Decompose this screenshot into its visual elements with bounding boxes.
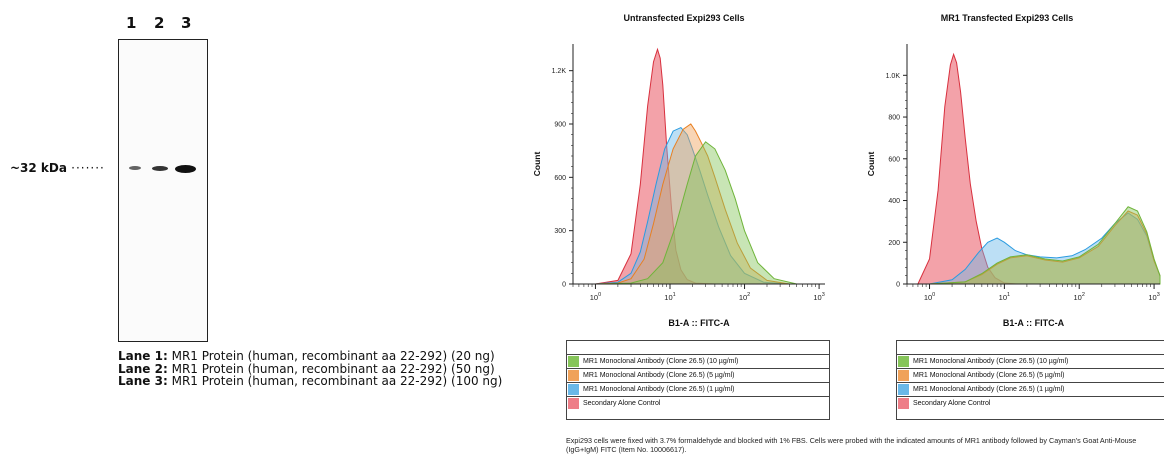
y-tick-label: 800 xyxy=(888,115,900,122)
x-tick-exponent: 3 xyxy=(822,292,825,298)
y-tick-label: 1.2K xyxy=(552,68,567,75)
chart-legend: MR1 Monoclonal Antibody (Clone 26.5) (10… xyxy=(566,340,830,420)
y-tick-label: 600 xyxy=(888,156,900,163)
y-tick-label: 900 xyxy=(554,122,566,129)
y-tick-label: 0 xyxy=(896,282,900,289)
y-tick-label: 200 xyxy=(888,240,900,247)
marker-dots: ······· xyxy=(71,161,105,175)
swatch-icon xyxy=(898,384,909,395)
x-tick-exponent: 2 xyxy=(1082,292,1085,298)
swatch-icon xyxy=(568,370,579,381)
legend-item: MR1 Monoclonal Antibody (Clone 26.5) (5 … xyxy=(897,368,1164,382)
legend-header-row xyxy=(567,341,829,354)
x-tick-exponent: 0 xyxy=(932,292,935,298)
lane-legend-item: Lane 3: MR1 Protein (human, recombinant … xyxy=(118,374,503,388)
x-axis-label: B1-A :: FITC-A xyxy=(1003,318,1065,328)
series-area-green xyxy=(595,141,797,285)
swatch-icon xyxy=(568,398,579,409)
swatch-icon xyxy=(898,356,909,367)
y-axis-label: Count xyxy=(532,152,542,177)
lane-legend: Lane 1: MR1 Protein (human, recombinant … xyxy=(118,350,502,388)
band-lane-1 xyxy=(129,166,141,170)
x-tick-label: 100 xyxy=(590,292,601,302)
swatch-icon xyxy=(568,384,579,395)
lane-number-2: 2 xyxy=(154,14,165,32)
x-tick-exponent: 3 xyxy=(1157,292,1160,298)
x-axis-label: B1-A :: FITC-A xyxy=(668,318,730,328)
x-tick-exponent: 0 xyxy=(598,292,601,298)
x-tick-exponent: 2 xyxy=(747,292,750,298)
chart-title: Untransfected Expi293 Cells xyxy=(623,13,745,23)
legend-item: Secondary Alone Control xyxy=(567,396,829,410)
lane-number-1: 1 xyxy=(126,14,137,32)
x-tick-exponent: 1 xyxy=(673,292,676,298)
series-area-blue xyxy=(595,126,790,285)
series-area-red xyxy=(917,52,1018,285)
legend-item: MR1 Monoclonal Antibody (Clone 26.5) (1 … xyxy=(567,382,829,396)
band-lane-2 xyxy=(152,166,168,171)
x-tick-label: 102 xyxy=(739,292,750,302)
y-tick-label: 0 xyxy=(562,282,566,289)
x-tick-label: 103 xyxy=(1148,292,1159,302)
x-tick-label: 102 xyxy=(1074,292,1085,302)
legend-item: MR1 Monoclonal Antibody (Clone 26.5) (10… xyxy=(567,354,829,368)
figure-caption: Expi293 cells were fixed with 3.7% forma… xyxy=(566,436,1137,454)
band-lane-3 xyxy=(175,165,196,173)
legend-header-row xyxy=(897,341,1164,354)
y-axis-label: Count xyxy=(866,152,876,177)
western-blot-membrane xyxy=(118,39,208,342)
y-tick-label: 600 xyxy=(554,175,566,182)
swatch-icon xyxy=(898,370,909,381)
lane-legend-item: Lane 2: MR1 Protein (human, recombinant … xyxy=(118,361,495,376)
swatch-icon xyxy=(898,398,909,409)
y-tick-label: 1.0K xyxy=(886,73,901,80)
series-area-orange xyxy=(929,210,1161,285)
series-area-green xyxy=(929,206,1161,285)
marker-label: ~32 kDa xyxy=(10,161,67,175)
legend-item: MR1 Monoclonal Antibody (Clone 26.5) (5 … xyxy=(567,368,829,382)
legend-item: Secondary Alone Control xyxy=(897,396,1164,410)
legend-item: MR1 Monoclonal Antibody (Clone 26.5) (1 … xyxy=(897,382,1164,396)
x-tick-label: 103 xyxy=(813,292,824,302)
lane-legend-item: Lane 1: MR1 Protein (human, recombinant … xyxy=(118,349,495,363)
x-tick-label: 100 xyxy=(924,292,935,302)
chart-legend: MR1 Monoclonal Antibody (Clone 26.5) (10… xyxy=(896,340,1164,420)
swatch-icon xyxy=(568,356,579,367)
x-tick-exponent: 1 xyxy=(1007,292,1010,298)
series-area-orange xyxy=(595,123,790,285)
lane-number-3: 3 xyxy=(181,14,192,32)
x-tick-label: 101 xyxy=(664,292,675,302)
series-area-red xyxy=(595,47,715,285)
y-tick-label: 400 xyxy=(888,198,900,205)
chart-title: MR1 Transfected Expi293 Cells xyxy=(940,13,1074,23)
x-tick-label: 101 xyxy=(999,292,1010,302)
molecular-weight-marker: ~32 kDa ······· xyxy=(10,161,105,175)
y-tick-label: 300 xyxy=(554,228,566,235)
legend-item: MR1 Monoclonal Antibody (Clone 26.5) (10… xyxy=(897,354,1164,368)
